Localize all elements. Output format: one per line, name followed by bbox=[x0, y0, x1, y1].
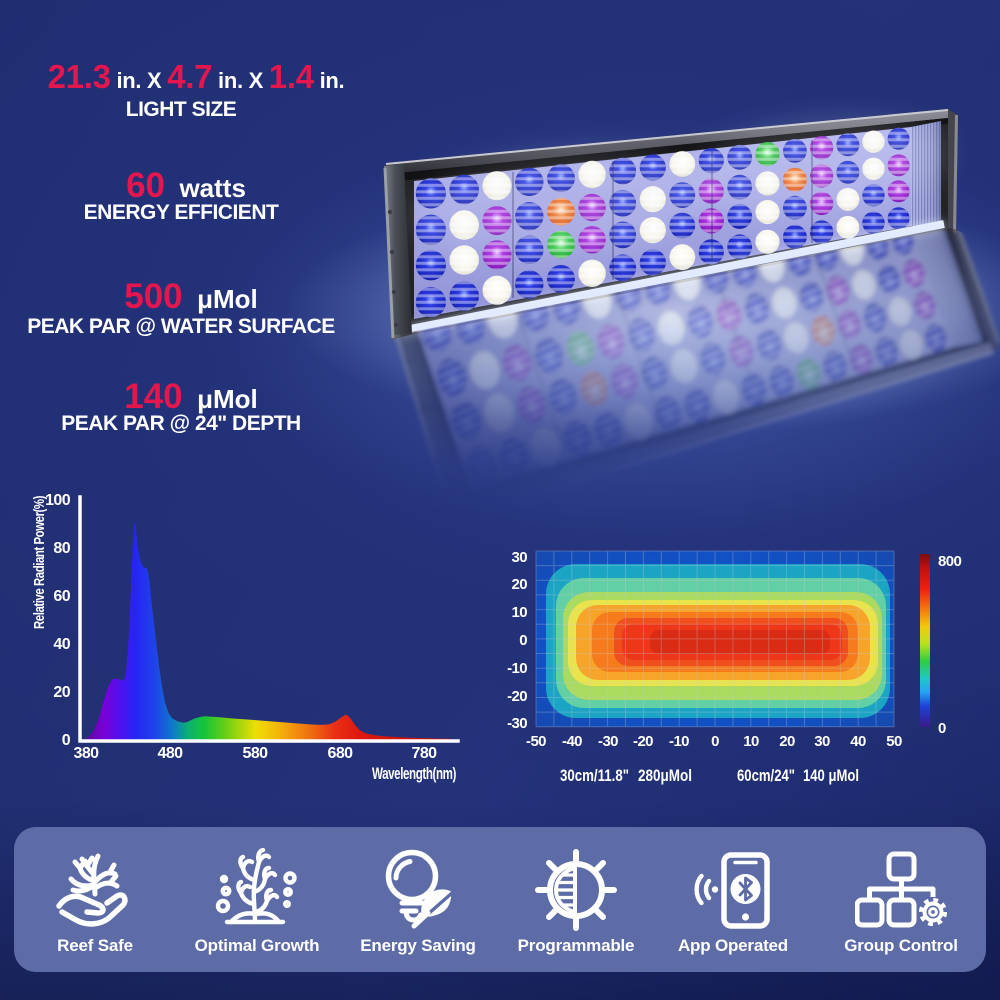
svg-text:380: 380 bbox=[74, 745, 100, 762]
svg-text:60cm/24": 60cm/24" bbox=[737, 766, 795, 785]
svg-text:780: 780 bbox=[412, 745, 438, 762]
svg-text:0: 0 bbox=[519, 632, 527, 649]
svg-text:50: 50 bbox=[886, 733, 902, 750]
svg-text:-10: -10 bbox=[669, 733, 689, 750]
svg-text:40: 40 bbox=[53, 636, 70, 653]
svg-text:Wavelength(nm): Wavelength(nm) bbox=[372, 764, 456, 783]
svg-text:280μMol: 280μMol bbox=[638, 766, 692, 785]
svg-text:-50: -50 bbox=[526, 733, 546, 750]
svg-text:100: 100 bbox=[45, 492, 71, 509]
svg-text:30cm/11.8": 30cm/11.8" bbox=[560, 766, 629, 785]
svg-text:680: 680 bbox=[328, 745, 354, 762]
svg-text:-20: -20 bbox=[507, 688, 527, 705]
svg-text:60: 60 bbox=[53, 588, 70, 605]
svg-text:40: 40 bbox=[850, 733, 866, 750]
svg-text:Relative Radiant Power(%): Relative Radiant Power(%) bbox=[31, 496, 48, 629]
svg-text:20: 20 bbox=[512, 576, 528, 593]
svg-text:80: 80 bbox=[53, 540, 70, 557]
svg-text:-20: -20 bbox=[633, 733, 653, 750]
svg-text:0: 0 bbox=[711, 733, 719, 750]
svg-text:10: 10 bbox=[743, 733, 759, 750]
svg-text:140 μMol: 140 μMol bbox=[803, 766, 859, 785]
svg-text:480: 480 bbox=[158, 745, 184, 762]
svg-text:10: 10 bbox=[512, 604, 528, 621]
svg-text:-10: -10 bbox=[507, 660, 527, 677]
svg-text:20: 20 bbox=[53, 684, 70, 701]
svg-text:800: 800 bbox=[938, 553, 961, 570]
svg-text:30: 30 bbox=[512, 549, 528, 566]
svg-text:0: 0 bbox=[62, 732, 71, 749]
svg-text:0: 0 bbox=[938, 720, 946, 737]
svg-text:20: 20 bbox=[779, 733, 795, 750]
svg-text:30: 30 bbox=[814, 733, 830, 750]
svg-text:580: 580 bbox=[243, 745, 269, 762]
svg-text:-30: -30 bbox=[598, 733, 618, 750]
svg-text:-30: -30 bbox=[507, 715, 527, 732]
svg-text:-40: -40 bbox=[562, 733, 582, 750]
